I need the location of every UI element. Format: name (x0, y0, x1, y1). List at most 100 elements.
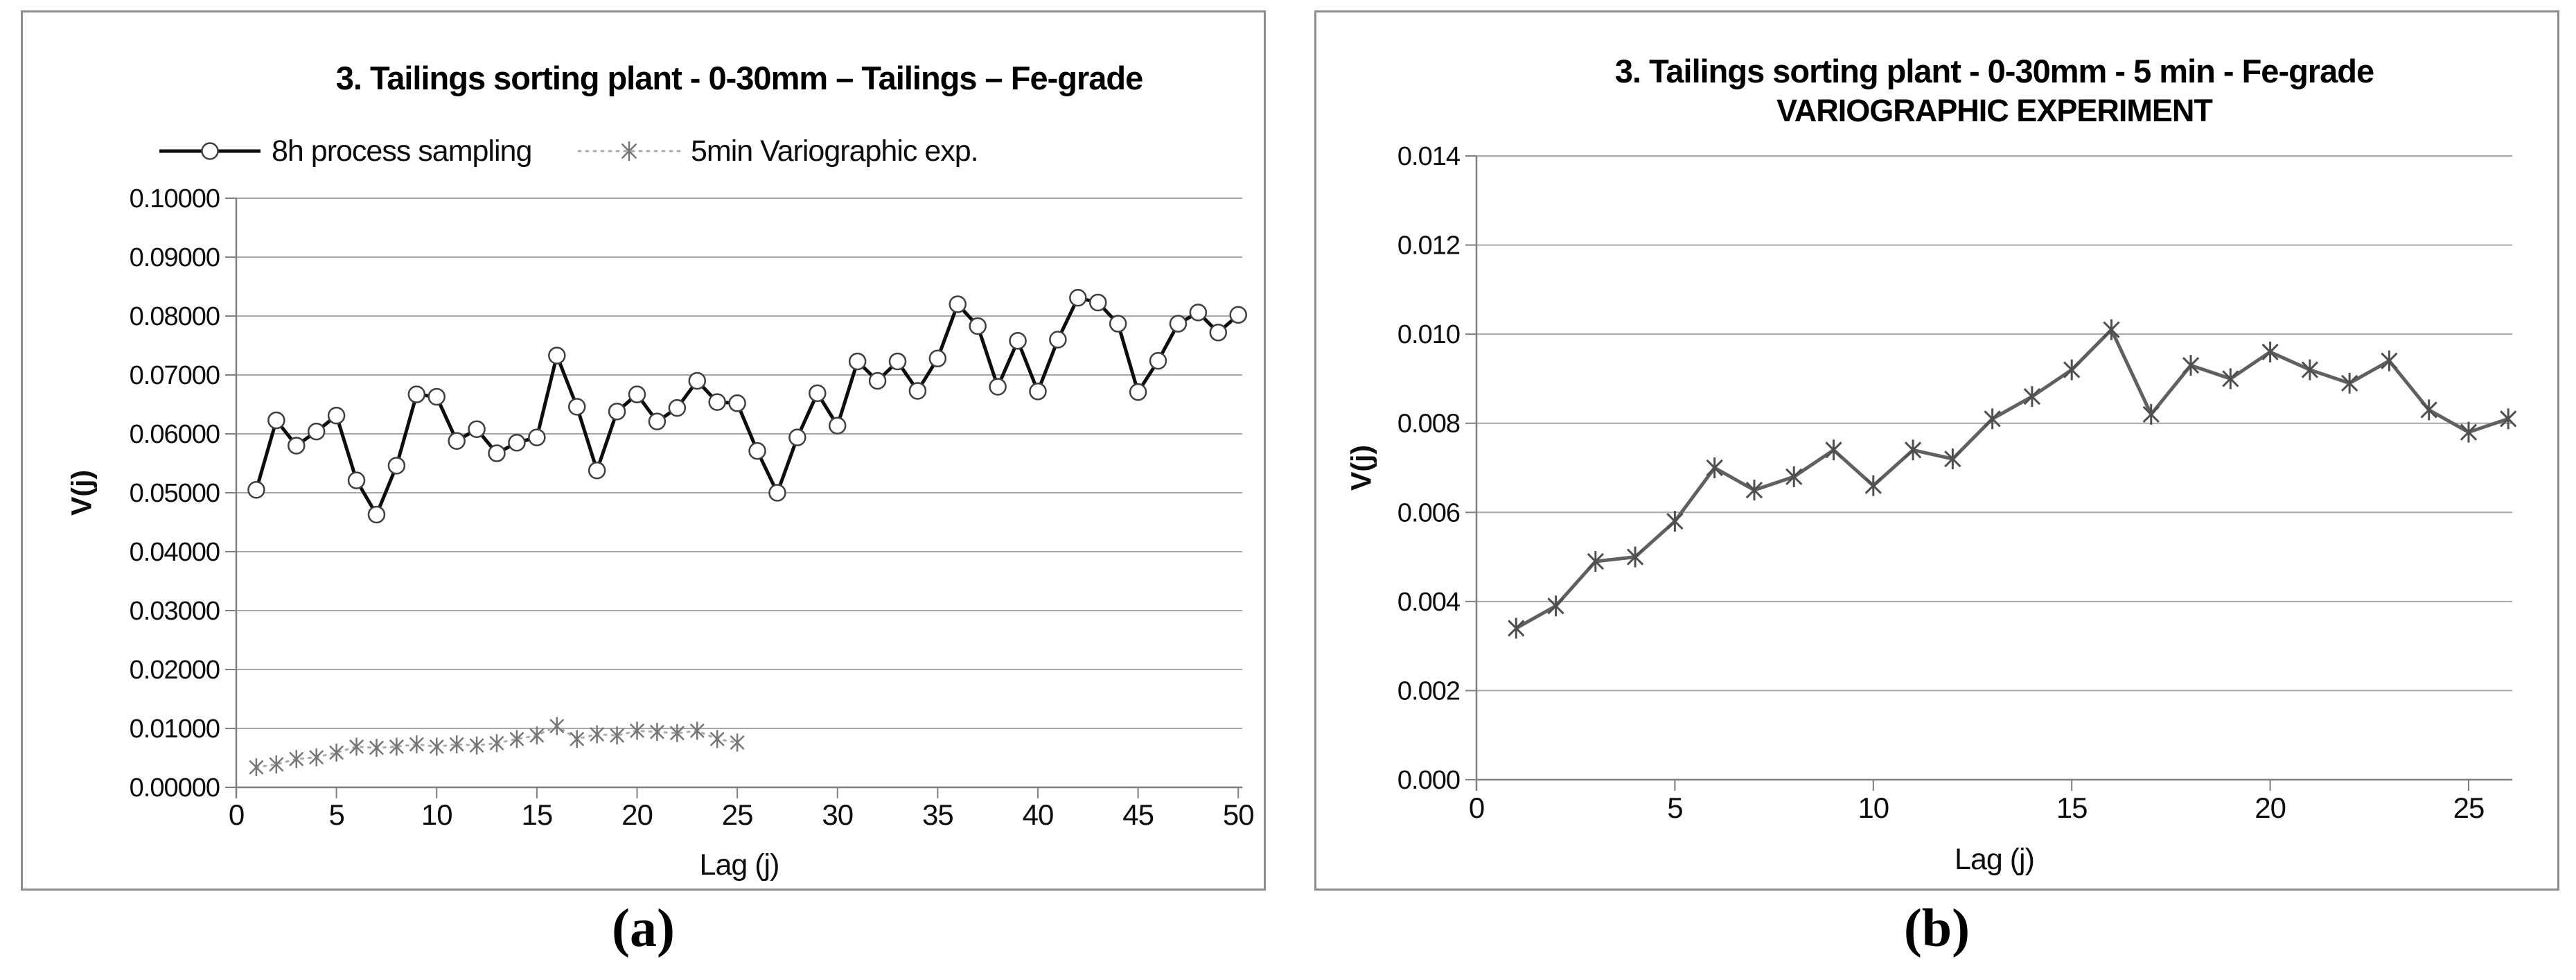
star-marker-icon (570, 730, 585, 749)
chart-b-y-axis-label: V(j) (1345, 444, 1377, 491)
star-marker-icon (590, 725, 605, 744)
star-marker-icon (1508, 618, 1525, 639)
chart-b-title-line2: VARIOGRAPHIC EXPERIMENT (1776, 93, 2213, 128)
chart-b-plot-canvas: 0.000 0.002 0.004 0.006 0.008 0.010 0.012 0.014… (1397, 142, 2517, 824)
star-marker-icon (249, 758, 264, 777)
y-tick-label: 0.01000 (130, 715, 220, 744)
star-marker-icon (2381, 350, 2398, 371)
circle-marker-icon (809, 384, 827, 403)
star-marker-icon (1666, 511, 1684, 532)
chart-b-x-axis-label: Lag (j) (1955, 843, 2035, 876)
star-marker-icon (2340, 372, 2358, 394)
star-marker-icon (730, 733, 745, 752)
circle-marker-icon (1049, 331, 1067, 349)
circle-marker-icon (668, 399, 687, 417)
circle-marker-icon (1149, 351, 1167, 370)
x-tick-label: 0 (1469, 791, 1484, 824)
circle-marker-icon (1109, 315, 1127, 333)
star-marker-icon (1785, 466, 1803, 487)
star-marker-icon (2063, 359, 2081, 380)
circle-marker-icon (508, 434, 526, 452)
star-marker-icon (469, 736, 484, 755)
x-tick-label: 30 (822, 798, 853, 831)
chart-b-title-line1: 3. Tailings sorting plant - 0-30mm - 5 m… (1614, 53, 2374, 89)
y-tick-label: 0.00000 (130, 773, 220, 803)
circle-marker-icon (367, 505, 386, 524)
y-tick-label: 0.006 (1397, 498, 1460, 527)
y-tick-label: 0.008 (1397, 410, 1460, 439)
chart-a-x-axis-label: Lag (j) (699, 848, 780, 882)
circle-marker-icon (708, 393, 726, 411)
star-marker-icon (1547, 595, 1564, 617)
star-marker-icon (549, 717, 565, 735)
circle-marker-icon (848, 352, 867, 371)
star-marker-icon (629, 721, 644, 740)
star-marker-icon (409, 735, 424, 753)
caption-a: (a) (612, 898, 675, 958)
x-tick-label: 20 (621, 798, 653, 831)
circle-marker-icon (949, 295, 967, 313)
y-tick-label: 0.02000 (130, 656, 220, 685)
circle-marker-icon (1209, 324, 1228, 342)
x-tick-label: 50 (1223, 798, 1254, 831)
star-marker-icon (2142, 403, 2160, 425)
circle-marker-icon (1088, 293, 1107, 312)
star-marker-icon (2301, 359, 2319, 380)
star-marker-icon (369, 739, 384, 758)
circle-marker-icon (567, 398, 586, 416)
star-marker-icon (649, 723, 664, 742)
x-tick-label: 40 (1023, 798, 1054, 831)
star-marker-icon (2222, 368, 2239, 390)
star-marker-icon (2460, 421, 2478, 443)
legend-dotted-star-swatch (577, 141, 681, 161)
legend-label-5min: 5min Variographic exp. (691, 134, 979, 168)
circle-marker-icon (788, 428, 806, 446)
circle-marker-icon (969, 317, 987, 335)
star-marker-icon (2500, 408, 2517, 430)
star-marker-icon (1706, 457, 1723, 478)
chart-a-y-axis-label: V(j) (65, 469, 98, 516)
star-marker-icon (509, 730, 524, 749)
star-marker-icon (289, 750, 304, 769)
star-marker-icon (1944, 448, 1961, 470)
circle-marker-icon (247, 481, 265, 499)
x-tick-label: 25 (722, 798, 753, 831)
circle-marker-icon (728, 394, 746, 412)
circle-marker-icon (327, 406, 346, 425)
circle-marker-icon (1069, 288, 1087, 307)
y-tick-label: 0.04000 (130, 538, 220, 567)
star-marker-icon (669, 724, 685, 742)
circle-marker-icon (828, 417, 847, 435)
circle-marker-icon (307, 422, 326, 441)
y-tick-label: 0.08000 (130, 302, 220, 331)
star-marker-icon (529, 726, 545, 745)
circle-marker-icon (648, 412, 667, 430)
y-tick-label: 0.002 (1397, 676, 1460, 706)
star-marker-icon (349, 737, 364, 756)
y-tick-label: 0.06000 (130, 420, 220, 449)
circle-marker-icon (688, 371, 707, 390)
x-tick-label: 20 (2255, 791, 2286, 824)
x-tick-label: 15 (2056, 791, 2088, 824)
x-tick-label: 25 (2453, 791, 2485, 824)
star-marker-icon (2261, 341, 2279, 362)
y-tick-label: 0.09000 (130, 243, 220, 272)
star-marker-icon (2182, 355, 2200, 376)
circle-marker-icon (288, 437, 306, 455)
chart-b-title: 3. Tailings sorting plant - 0-30mm - 5 m… (1476, 51, 2512, 130)
circle-marker-icon (888, 352, 907, 371)
y-tick-label: 0.012 (1397, 231, 1460, 261)
circle-marker-icon (528, 428, 546, 446)
y-tick-label: 0.000 (1397, 766, 1460, 795)
star-marker-icon (329, 743, 344, 762)
x-tick-label: 10 (421, 798, 452, 831)
circle-marker-icon (448, 432, 466, 450)
star-marker-icon (429, 737, 444, 756)
x-tick-label: 35 (922, 798, 953, 831)
circle-marker-icon (989, 378, 1007, 396)
chart-a-plot-canvas: 0.00000 0.01000 0.02000 0.03000 0.04000 0.050… (130, 184, 1255, 831)
star-marker-icon (709, 730, 725, 749)
circle-marker-icon (488, 444, 506, 462)
circle-marker-icon (748, 441, 766, 460)
circle-marker-icon (908, 382, 927, 400)
